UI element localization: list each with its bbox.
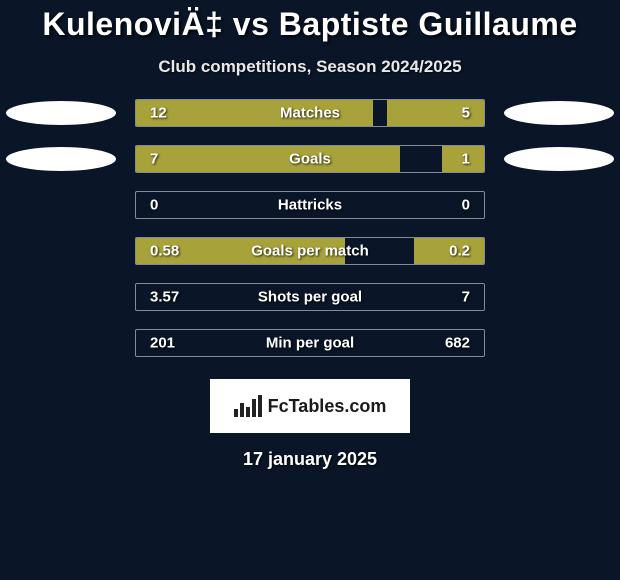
logo-box: FcTables.com — [210, 379, 410, 433]
stat-row: 7 1 Goals — [0, 145, 620, 173]
stat-row: 201 682 Min per goal — [0, 329, 620, 357]
subtitle: Club competitions, Season 2024/2025 — [158, 57, 461, 77]
logo-text: FcTables.com — [268, 396, 387, 417]
stat-label: Goals — [289, 151, 331, 168]
stat-bar-left — [136, 146, 400, 172]
stat-value-left: 7 — [150, 151, 158, 168]
stat-bar-track: 3.57 7 Shots per goal — [135, 283, 485, 311]
stat-value-left: 201 — [150, 335, 175, 352]
stat-bar-track: 7 1 Goals — [135, 145, 485, 173]
stat-bar-track: 0 0 Hattricks — [135, 191, 485, 219]
stat-value-left: 3.57 — [150, 289, 179, 306]
player-badge-right — [504, 147, 614, 171]
stat-value-right: 7 — [462, 289, 470, 306]
logo-chart-icon — [234, 395, 262, 417]
stat-bar-track: 201 682 Min per goal — [135, 329, 485, 357]
player-badge-left — [6, 101, 116, 125]
comparison-container: KulenoviÄ‡ vs Baptiste Guillaume Club co… — [0, 0, 620, 580]
stat-value-right: 5 — [462, 105, 470, 122]
stat-value-left: 0.58 — [150, 243, 179, 260]
stats-area: 12 5 Matches 7 1 Goals 0 0 Hattricks 0.58 0.2 Goals… — [0, 99, 620, 375]
stat-label: Matches — [280, 105, 340, 122]
stat-value-right: 682 — [445, 335, 470, 352]
stat-label: Shots per goal — [258, 289, 362, 306]
stat-label: Goals per match — [251, 243, 369, 260]
stat-row: 0 0 Hattricks — [0, 191, 620, 219]
stat-label: Min per goal — [266, 335, 354, 352]
stat-row: 3.57 7 Shots per goal — [0, 283, 620, 311]
stat-row: 0.58 0.2 Goals per match — [0, 237, 620, 265]
stat-value-right: 1 — [462, 151, 470, 168]
player-badge-left — [6, 147, 116, 171]
page-title: KulenoviÄ‡ vs Baptiste Guillaume — [42, 6, 577, 43]
stat-value-left: 12 — [150, 105, 167, 122]
stat-row: 12 5 Matches — [0, 99, 620, 127]
player-badge-right — [504, 101, 614, 125]
stat-value-right: 0.2 — [449, 243, 470, 260]
stat-value-right: 0 — [462, 197, 470, 214]
stat-bar-track: 12 5 Matches — [135, 99, 485, 127]
stat-label: Hattricks — [278, 197, 342, 214]
stat-value-left: 0 — [150, 197, 158, 214]
stat-bar-track: 0.58 0.2 Goals per match — [135, 237, 485, 265]
date-label: 17 january 2025 — [243, 449, 377, 470]
